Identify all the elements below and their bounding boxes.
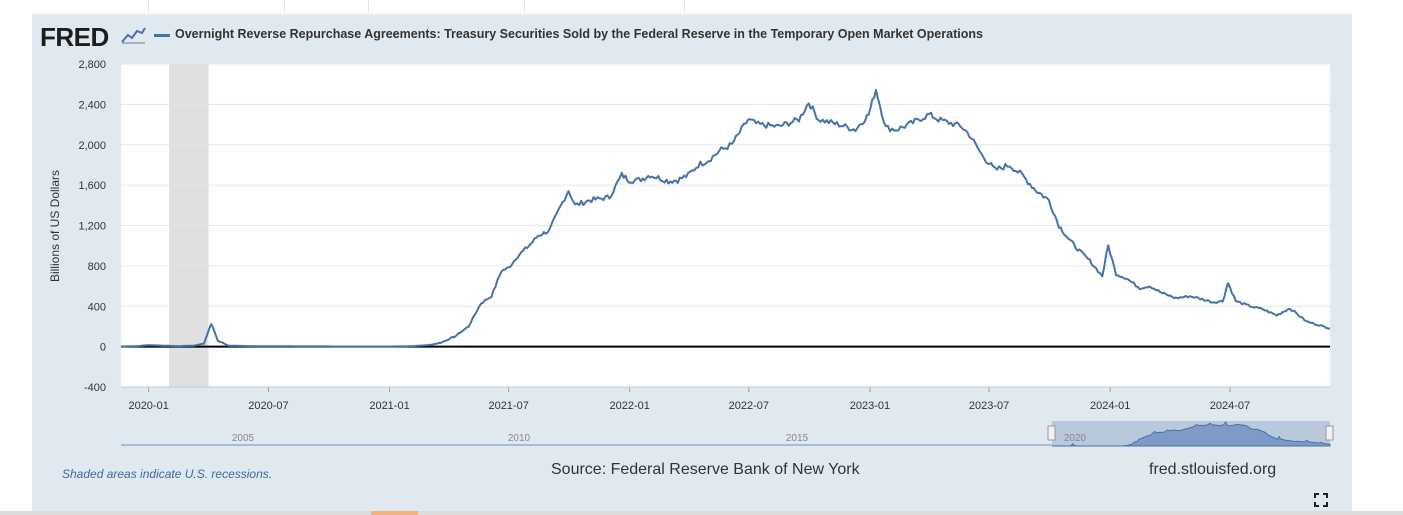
fullscreen-icon[interactable] (1314, 493, 1328, 507)
site-link[interactable]: fred.stlouisfed.org (1149, 461, 1277, 478)
x-tick-label: 2024-07 (1210, 400, 1250, 412)
range-navigator[interactable]: 2005 2010 2015 2020 (121, 421, 1334, 447)
fred-logo[interactable]: FRED (40, 22, 109, 52)
line-chart-icon (120, 25, 146, 45)
y-tick-label: 400 (88, 301, 106, 313)
navigator-area (1052, 421, 1331, 447)
legend-swatch (154, 34, 170, 37)
source-text: Source: Federal Reserve Bank of New York (551, 461, 860, 478)
y-tick-label: 1,600 (78, 180, 106, 192)
y-tick-label: 2,400 (78, 99, 106, 111)
x-tick-label: 2021-01 (369, 400, 409, 412)
x-tick-label: 2021-07 (488, 400, 528, 412)
y-tick-label: 2,000 (78, 140, 106, 152)
x-tick-label: 2023-01 (850, 400, 890, 412)
series-line[interactable] (121, 88, 1330, 348)
x-tick-labels: 2020-01 2020-07 2021-01 2021-07 2022-01 2022-… (128, 387, 1250, 412)
navigator-labels: 2005 2010 2015 2020 (232, 433, 1087, 444)
bottom-scrollbar[interactable] (0, 511, 1403, 515)
y-tick-label: -400 (84, 382, 106, 394)
navigator-label: 2015 (786, 433, 809, 444)
y-tick-label: 800 (88, 261, 106, 273)
y-tick-labels: -400 0 400 800 1,200 1,600 2,000 2,400 2,800 (78, 59, 106, 394)
recession-note: Shaded areas indicate U.S. recessions. (62, 467, 273, 481)
x-tick-label: 2020-07 (248, 400, 288, 412)
navigator-label: 2010 (508, 433, 531, 444)
x-tick-label: 2024-01 (1090, 400, 1130, 412)
tab-segment (284, 0, 369, 12)
tab-segment (524, 0, 685, 12)
y-tick-label: 0 (100, 342, 106, 354)
scrollbar-thumb[interactable] (371, 511, 418, 515)
navigator-label: 2020 (1064, 433, 1087, 444)
navigator-label: 2005 (232, 433, 255, 444)
navigator-left-handle[interactable] (1047, 425, 1056, 441)
navigator-right-handle[interactable] (1325, 425, 1334, 441)
y-tick-label: 1,200 (78, 221, 106, 233)
x-tick-label: 2022-07 (729, 400, 769, 412)
legend-label[interactable]: Overnight Reverse Repurchase Agreements:… (175, 27, 983, 41)
y-tick-label: 2,800 (78, 59, 106, 71)
x-tick-label: 2023-07 (969, 400, 1009, 412)
x-tick-label: 2022-01 (610, 400, 650, 412)
top-tabs-strip (0, 0, 1403, 14)
tab-segment (368, 0, 525, 12)
tab-segment (148, 0, 285, 12)
x-tick-label: 2020-01 (128, 400, 168, 412)
tab-segment (0, 0, 149, 12)
